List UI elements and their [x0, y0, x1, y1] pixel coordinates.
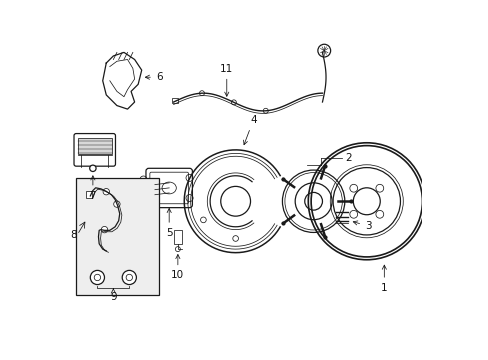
- Text: 7: 7: [89, 176, 96, 201]
- Text: 4: 4: [243, 115, 256, 145]
- Circle shape: [175, 247, 180, 252]
- Text: 10: 10: [171, 255, 184, 280]
- Bar: [171, 98, 178, 103]
- Circle shape: [263, 108, 268, 113]
- Text: 11: 11: [220, 64, 233, 96]
- Circle shape: [199, 91, 204, 96]
- Bar: [76, 178, 159, 295]
- Text: 3: 3: [352, 221, 371, 231]
- Bar: [78, 138, 112, 154]
- Text: 5: 5: [165, 208, 172, 238]
- Circle shape: [114, 201, 120, 207]
- Circle shape: [317, 44, 330, 57]
- Text: 9: 9: [110, 289, 117, 302]
- Circle shape: [103, 189, 109, 195]
- Bar: [86, 191, 92, 198]
- Circle shape: [89, 165, 96, 171]
- Text: 1: 1: [380, 265, 387, 293]
- Circle shape: [101, 226, 107, 233]
- Circle shape: [231, 100, 236, 105]
- Circle shape: [122, 270, 136, 284]
- Bar: [173, 230, 182, 244]
- FancyBboxPatch shape: [74, 134, 115, 166]
- Text: 8: 8: [71, 230, 77, 240]
- Circle shape: [90, 270, 104, 284]
- Text: 2: 2: [345, 153, 351, 163]
- Text: 6: 6: [145, 72, 162, 82]
